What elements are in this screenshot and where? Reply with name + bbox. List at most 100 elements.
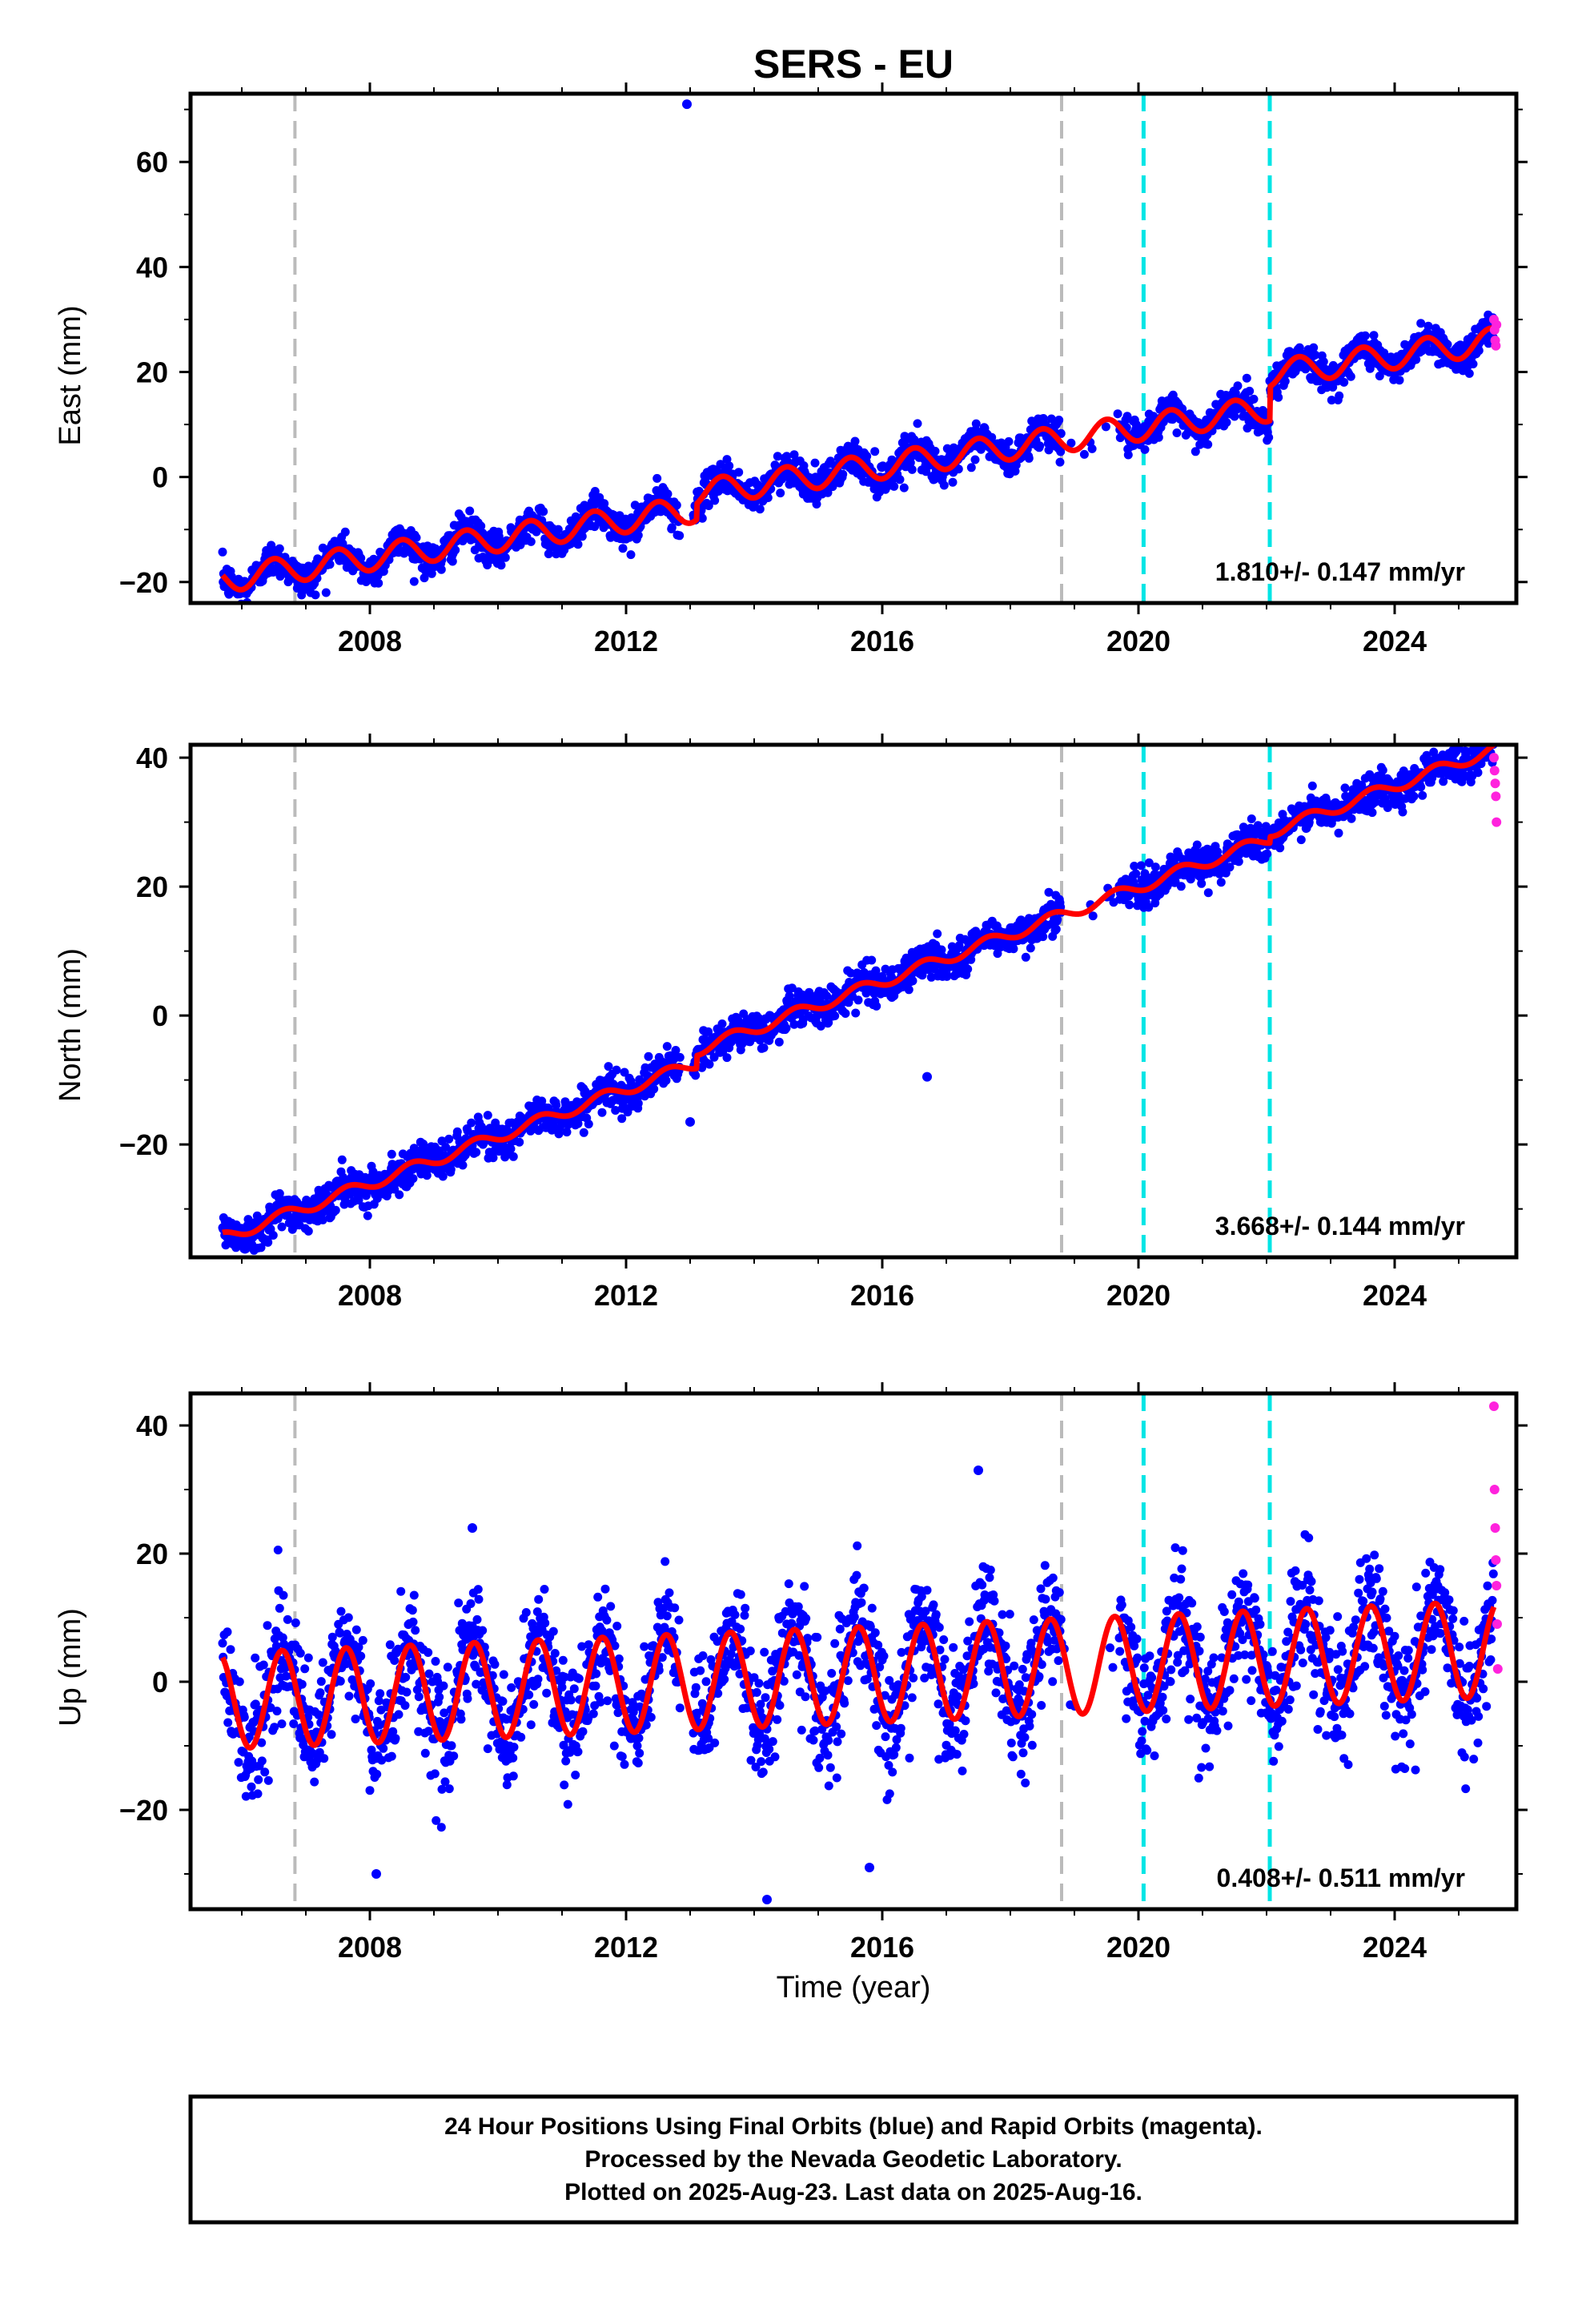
east-point (1339, 377, 1349, 387)
east-point (667, 523, 677, 533)
north-point (1296, 835, 1306, 845)
east-point (1055, 457, 1065, 467)
up-point (336, 1606, 346, 1616)
up-point (218, 1638, 227, 1648)
north-point (867, 955, 877, 965)
up-point (351, 1625, 361, 1634)
north-point (1203, 888, 1213, 898)
east-point (672, 501, 681, 510)
east-point (1375, 372, 1384, 380)
north-y-tick-label: −20 (119, 1128, 168, 1161)
north-point (1247, 814, 1256, 823)
north-point (1197, 879, 1207, 888)
east-point (1474, 346, 1484, 356)
north-point (337, 1155, 347, 1164)
up-point (358, 1635, 367, 1645)
east-point (899, 483, 909, 493)
north-point (1051, 924, 1061, 934)
east-point (1242, 373, 1251, 383)
east-point (1346, 372, 1355, 381)
east-point (954, 464, 963, 474)
east-point (930, 446, 940, 456)
north-point (387, 1149, 396, 1159)
north-y-tick-label: 0 (152, 999, 168, 1032)
north-x-tick-label: 2012 (594, 1279, 658, 1312)
east-point (427, 569, 436, 578)
east-x-tick-label: 2008 (338, 625, 402, 657)
east-point (1319, 357, 1328, 367)
north-point (1378, 766, 1387, 775)
north-point (662, 1042, 672, 1051)
north-point (717, 1019, 727, 1028)
north-point (649, 1084, 659, 1094)
up-point (277, 1719, 287, 1729)
east-x-tick-label: 2016 (850, 625, 914, 657)
east-point (1230, 412, 1239, 421)
up-point (335, 1676, 345, 1686)
north-point (1192, 840, 1202, 850)
east-y-tick-label: 40 (136, 251, 168, 283)
east-point (810, 458, 820, 468)
east-point (1464, 368, 1474, 378)
east-x-tick-label: 2020 (1106, 625, 1170, 657)
east-point (1245, 386, 1255, 396)
north-point (1176, 882, 1186, 891)
east-point (476, 521, 486, 531)
east-point (626, 550, 636, 560)
north-point (597, 1108, 607, 1117)
north-point (759, 1043, 769, 1052)
east-point (1024, 453, 1034, 463)
north-point (1416, 782, 1426, 792)
chart-title: SERS - EU (753, 42, 954, 86)
north-point (1409, 791, 1419, 801)
north-point (1150, 862, 1160, 872)
up-point (372, 1770, 382, 1779)
east-point (663, 489, 673, 499)
north-point (604, 1062, 613, 1072)
east-point (539, 507, 548, 517)
north-point (853, 995, 863, 1005)
east-point (340, 527, 350, 537)
east-rapid-point (1492, 320, 1502, 330)
up-point (251, 1653, 260, 1663)
north-point (1021, 952, 1030, 962)
east-point (970, 455, 980, 464)
east-point (1087, 444, 1097, 453)
east-point (823, 488, 833, 497)
east-point (976, 444, 986, 454)
up-point (253, 1789, 263, 1799)
east-point (913, 419, 922, 428)
up-point (356, 1651, 366, 1661)
east-point (971, 419, 981, 428)
north-point (438, 1172, 448, 1181)
east-point (573, 540, 583, 549)
north-point (452, 1127, 462, 1136)
up-point (283, 1614, 292, 1624)
east-point (338, 539, 347, 549)
east-point (218, 547, 227, 557)
north-point (395, 1190, 404, 1200)
east-point (763, 493, 773, 502)
east-point (325, 560, 335, 569)
east-point (1468, 360, 1478, 368)
north-point (1307, 781, 1317, 790)
east-point (1123, 450, 1133, 460)
east-point (275, 544, 284, 553)
east-point (412, 533, 421, 542)
north-x-tick-label: 2020 (1106, 1279, 1170, 1312)
north-rapid-point (1491, 791, 1501, 802)
up-y-axis-label: Up (mm) (54, 1608, 87, 1727)
east-point (1395, 376, 1404, 385)
north-point (963, 964, 973, 974)
east-rapid-point (1491, 340, 1501, 351)
up-point (259, 1660, 268, 1670)
east-y-tick-label: 0 (152, 461, 168, 494)
up-point (365, 1786, 375, 1795)
north-x-tick-label: 2008 (338, 1279, 402, 1312)
east-point (1280, 376, 1290, 386)
up-point (318, 1658, 327, 1667)
east-point (1035, 441, 1045, 451)
north-rapid-point (1492, 817, 1502, 827)
east-point (1274, 392, 1283, 402)
